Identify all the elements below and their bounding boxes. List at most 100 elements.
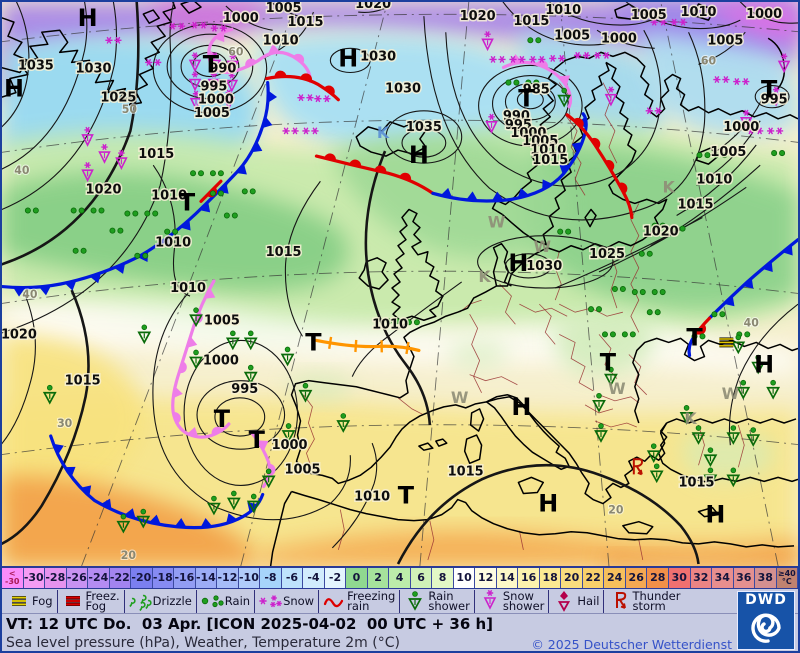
dwd-logo[interactable]: DWD	[737, 591, 795, 650]
temp-scale-cell: 38	[755, 568, 777, 588]
svg-text:K: K	[377, 123, 390, 142]
symbol-r	[386, 318, 400, 325]
legend-label: Freezing rain	[347, 588, 396, 613]
legend-label: Fog	[32, 593, 53, 608]
svg-text:1010: 1010	[155, 236, 191, 251]
symbol-n	[529, 55, 546, 63]
coastlines	[2, 2, 798, 566]
temp-scale-cell: < -30	[2, 568, 24, 588]
symbol-s	[246, 493, 261, 514]
legend-label: Snow shower	[502, 588, 545, 613]
symbol-m	[81, 162, 94, 183]
symbol-n	[314, 95, 331, 103]
svg-text:1015: 1015	[532, 153, 568, 168]
temp-scale-cell: 8	[432, 568, 454, 588]
svg-text:1015: 1015	[65, 374, 101, 389]
symbol-s	[225, 330, 240, 351]
snow-shower-icon	[483, 589, 497, 610]
symbol-r	[527, 37, 542, 44]
symbol-m	[189, 90, 203, 111]
airmass-letters: K K K K W W W W W	[377, 123, 740, 428]
svg-text:1005: 1005	[707, 33, 743, 48]
legend-item-freezing-rain: Freezing rain	[319, 588, 401, 613]
svg-text:1035: 1035	[18, 58, 54, 73]
symbol-r	[525, 79, 540, 86]
temp-scale-cell: 2	[367, 568, 390, 588]
svg-text:1005: 1005	[194, 106, 230, 121]
temp-scale-cell: ≥40 °C	[776, 568, 798, 588]
legend-item-hail: Hail	[549, 589, 605, 613]
svg-text:1010: 1010	[354, 489, 390, 504]
symbol-s	[243, 364, 258, 385]
symbol-n	[489, 55, 506, 63]
symbol-r	[711, 311, 726, 318]
svg-text:995: 995	[505, 118, 532, 133]
symbol-n	[169, 22, 186, 30]
symbol-f	[719, 337, 734, 348]
symbol-m	[188, 71, 202, 92]
freezing-fog-icon	[65, 596, 80, 606]
symbol-m	[81, 126, 94, 147]
svg-text:990: 990	[503, 109, 530, 124]
temp-scale-cell: 30	[668, 568, 691, 588]
svg-text:1000: 1000	[723, 120, 759, 135]
symbol-r	[241, 188, 256, 195]
symbol-n	[145, 58, 162, 66]
freezing-rain-icon	[323, 598, 344, 608]
rain-shower-icon	[408, 591, 423, 611]
svg-text:20: 20	[608, 504, 624, 517]
legend-item-freezing-fog: Freez. Fog	[58, 588, 125, 613]
svg-text:1015: 1015	[513, 14, 549, 29]
temp-scale-cell: -16	[174, 568, 196, 588]
symbol-s	[136, 508, 151, 529]
svg-text:1000: 1000	[198, 93, 234, 108]
legend-item-snow: Snow	[255, 589, 320, 613]
legend-item-rain-shower: Rain shower	[400, 589, 475, 613]
svg-text:1005: 1005	[710, 145, 746, 160]
symbol-n	[713, 76, 730, 84]
svg-text:H: H	[4, 75, 24, 103]
temp-scale-cell: -12	[217, 568, 239, 588]
svg-text:T: T	[518, 85, 535, 113]
legend-label: Freez. Fog	[85, 588, 120, 613]
temp-scale-cell: -14	[195, 568, 218, 588]
legend-item-rain: Rain	[197, 589, 256, 613]
symbol-s	[703, 467, 718, 488]
temp-scale-cell: 18	[539, 568, 562, 588]
svg-text:W: W	[451, 388, 469, 407]
svg-text:40: 40	[14, 164, 30, 177]
weather-legend: Fog Freez. Fog Drizzle Rain Snow Freezing rai…	[2, 589, 798, 614]
weather-symbols	[24, 18, 791, 534]
symbol-s	[766, 379, 781, 400]
symbol-s	[594, 423, 608, 443]
symbol-s	[280, 346, 295, 367]
symbol-n	[645, 107, 662, 115]
symbol-m	[485, 113, 498, 134]
svg-text:40: 40	[744, 316, 760, 329]
temp-scale-cell: -24	[88, 568, 110, 588]
svg-text:1020: 1020	[2, 327, 37, 342]
symbol-n	[549, 54, 566, 62]
symbol-n	[105, 36, 122, 44]
svg-text:1000: 1000	[510, 126, 546, 141]
symbol-s	[557, 87, 572, 108]
temp-scale-cell: -18	[152, 568, 175, 588]
symbol-r	[651, 289, 666, 296]
svg-text:1015: 1015	[678, 197, 714, 212]
temp-scale-cell: -10	[238, 568, 261, 588]
svg-text:1005: 1005	[204, 313, 240, 328]
height-numbers: 60 50 40 40 30 20 20 60 40	[13, 44, 760, 563]
svg-text:W: W	[608, 379, 626, 398]
symbol-s	[736, 379, 751, 400]
dwd-logo-text: DWD	[745, 592, 787, 608]
svg-text:T: T	[214, 405, 231, 433]
svg-text:1030: 1030	[385, 82, 421, 97]
symbol-s	[189, 307, 203, 328]
symbol-n	[509, 55, 526, 63]
temp-scale-cell: -22	[109, 568, 132, 588]
symbol-r	[696, 152, 711, 159]
symbol-s	[679, 405, 694, 425]
symbol-m	[208, 52, 222, 73]
svg-text:50: 50	[122, 103, 138, 116]
